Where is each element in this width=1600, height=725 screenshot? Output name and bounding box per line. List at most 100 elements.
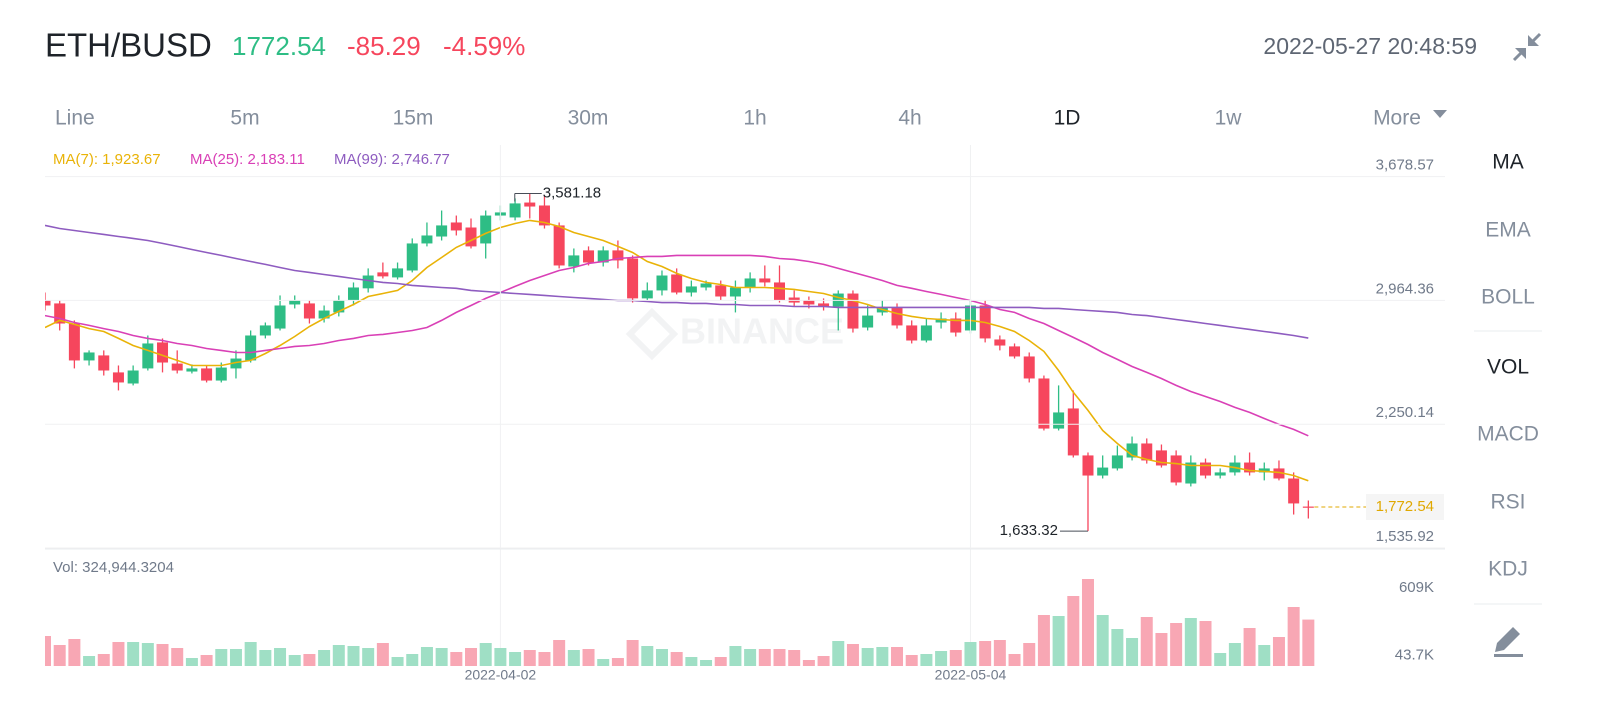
volume-bar (1272, 637, 1285, 666)
timeframe-tab[interactable]: Line (55, 107, 95, 130)
candle-body (715, 285, 727, 297)
volume-bar (1214, 653, 1227, 666)
timeframe-tab[interactable]: More (1373, 107, 1421, 130)
volume-bar (1287, 607, 1300, 666)
candle-body (230, 358, 242, 369)
indicator-tab[interactable]: MACD (1477, 423, 1539, 446)
timeframe-tab[interactable]: 30m (568, 107, 609, 130)
candle-body (1053, 412, 1065, 429)
timeframe-tab[interactable]: 1w (1215, 107, 1243, 130)
volume-bar (685, 657, 698, 666)
volume-bar (905, 655, 918, 666)
candle-body (333, 300, 345, 313)
volume-bar (641, 646, 654, 666)
timeframe-tab[interactable]: 4h (898, 107, 921, 130)
timeframe-tab[interactable]: 5m (230, 107, 259, 130)
volume-bar (1008, 654, 1021, 666)
candle-body (759, 278, 771, 283)
volume-bar (773, 649, 786, 666)
candle-body (347, 287, 359, 301)
candle-body (303, 303, 315, 319)
volume-bar (979, 641, 992, 666)
volume-bar (1140, 617, 1153, 666)
volume-bar (200, 655, 213, 666)
candle-body (509, 203, 521, 218)
volume-bar (244, 642, 257, 666)
volume-bar (1258, 645, 1271, 666)
volume-bar (391, 657, 404, 666)
volume-tick-label: 43.7K (1395, 647, 1434, 664)
last-price-label: 1,772.54 (1376, 498, 1434, 515)
volume-bar (332, 645, 345, 666)
candle-body (45, 300, 51, 306)
pencil-icon[interactable] (1494, 627, 1523, 657)
volume-bar (891, 647, 904, 666)
candle-body (538, 205, 550, 226)
volume-bar (861, 648, 874, 666)
candle-body (480, 215, 492, 244)
candle-body (142, 343, 154, 369)
volume-bar (670, 652, 683, 666)
more-arrow[interactable] (1433, 110, 1447, 118)
volume-bar (553, 640, 566, 666)
candle-body (1288, 478, 1300, 504)
candle-body (641, 290, 653, 299)
candle-body (201, 368, 213, 381)
timeframe-tab[interactable]: 1D (1054, 107, 1081, 130)
volume-bar (53, 645, 66, 666)
y-tick-label: 3,678.57 (1376, 157, 1434, 174)
volume-bar (1096, 615, 1109, 666)
volume-bar (185, 658, 198, 666)
candle-body (318, 310, 330, 319)
timeframe-tab[interactable]: 15m (393, 107, 434, 130)
volume-bar (920, 654, 933, 666)
legend-entry: MA(7): 1,923.67 (53, 151, 161, 168)
volume-bar (1228, 643, 1241, 666)
watermark-text: BINANCE (680, 311, 844, 352)
volume-bar (993, 640, 1006, 666)
ma-line (45, 224, 1309, 339)
volume-bar (450, 652, 463, 666)
volume-bar (83, 656, 96, 666)
volume-bar (846, 644, 859, 666)
volume-tick-label: 609K (1399, 579, 1434, 596)
volume-bar (1126, 638, 1139, 666)
legend-entry: MA(99): 2,746.77 (334, 151, 450, 168)
volume-bar (479, 643, 492, 666)
indicator-tab[interactable]: MA (1492, 151, 1524, 174)
candle-body (1023, 356, 1035, 379)
volume-bar (1023, 643, 1036, 666)
indicator-tab[interactable]: KDJ (1488, 558, 1528, 581)
candle-body (157, 342, 169, 363)
volume-bar (714, 657, 727, 666)
indicator-tab[interactable]: RSI (1490, 491, 1525, 514)
candle-body (906, 325, 918, 341)
indicator-tab[interactable]: EMA (1485, 219, 1531, 242)
volume-bar (802, 660, 815, 666)
volume-bar (127, 642, 140, 666)
candle-body (1273, 468, 1285, 479)
candle-body (774, 282, 785, 301)
candle-body (891, 307, 903, 326)
timeframe-tab[interactable]: 1h (743, 107, 766, 130)
candle-body (729, 287, 741, 297)
volume-bar (832, 641, 845, 666)
volume-bar (655, 649, 668, 666)
candle-body (700, 283, 712, 288)
volume-bar (758, 649, 771, 666)
indicator-tab[interactable]: VOL (1487, 356, 1529, 379)
collapse-icon[interactable] (1512, 32, 1542, 62)
volume-bar (597, 659, 610, 666)
indicator-tab[interactable]: BOLL (1481, 286, 1535, 309)
x-tick-label: 2022-05-04 (935, 667, 1007, 683)
volume-bar (1111, 629, 1124, 666)
volume-bar (318, 650, 331, 666)
candle-body (935, 318, 947, 323)
candle-body (1126, 443, 1138, 458)
volume-bar (1199, 621, 1212, 666)
volume-bar (1052, 616, 1065, 666)
candle-body (950, 318, 962, 333)
candle-body (994, 339, 1006, 346)
